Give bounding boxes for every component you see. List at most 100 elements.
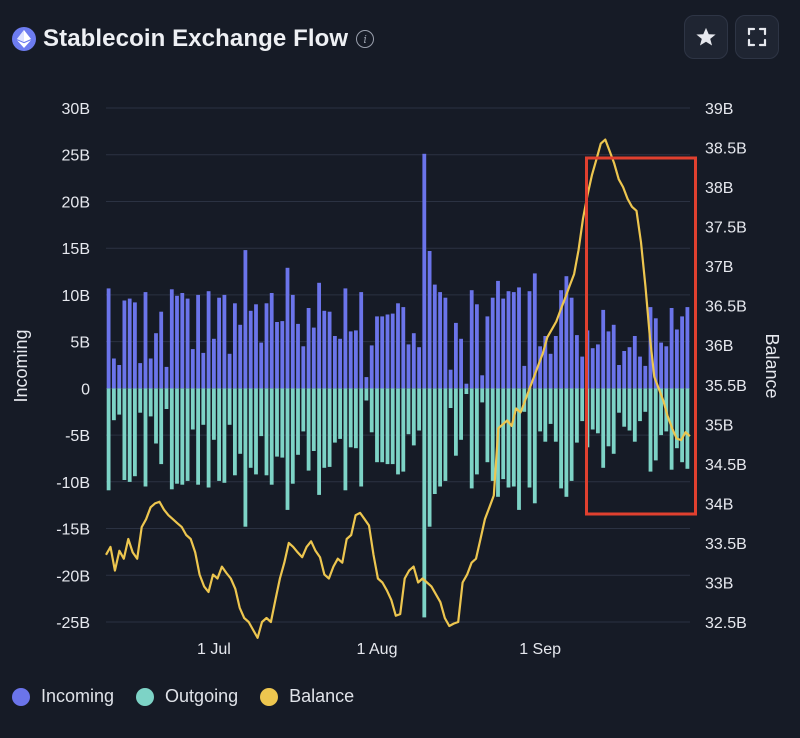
outgoing-bar [527, 388, 532, 488]
x-tick-label: 1 Sep [519, 641, 561, 658]
outgoing-bar [543, 388, 548, 442]
outgoing-bar [254, 388, 258, 475]
incoming-bar [496, 280, 500, 389]
incoming-bar [322, 310, 327, 389]
outgoing-bar [380, 388, 385, 463]
fullscreen-button[interactable] [735, 15, 779, 59]
outgoing-bar [553, 388, 558, 442]
incoming-bar [190, 349, 195, 389]
left-tick-label: -15B [56, 522, 90, 539]
incoming-bar [511, 292, 516, 389]
legend-label-outgoing: Outgoing [165, 686, 239, 706]
outgoing-bar [432, 388, 437, 494]
legend-item-incoming[interactable]: Incoming [12, 686, 114, 707]
legend-item-balance[interactable]: Balance [260, 686, 354, 707]
outgoing-bar [517, 388, 521, 510]
incoming-bar [354, 330, 358, 389]
outgoing-bar [685, 388, 690, 469]
incoming-bar [169, 289, 174, 389]
incoming-bar [259, 342, 264, 389]
outgoing-bar [611, 388, 616, 454]
outgoing-bar [385, 388, 390, 465]
incoming-bar [406, 344, 411, 389]
outgoing-bar [233, 388, 237, 476]
right-tick-label: 37.5B [705, 220, 747, 237]
outgoing-bar [180, 388, 185, 485]
right-tick-label: 39B [705, 101, 733, 118]
outgoing-bar [164, 388, 169, 409]
left-tick-label: 30B [62, 101, 90, 118]
outgoing-bar [375, 388, 379, 463]
outgoing-bar [206, 388, 211, 488]
outgoing-bar [138, 388, 143, 413]
incoming-bar [401, 307, 406, 389]
outgoing-bar [617, 388, 621, 413]
incoming-bar [580, 356, 585, 389]
outgoing-bar [354, 388, 358, 449]
incoming-bar [596, 344, 600, 389]
outgoing-bar [117, 388, 122, 415]
legend-swatch-outgoing [136, 687, 155, 706]
left-axis-ticks: 30B 25B 20B 15B 10B 5B 0 -5B -10B -15B -20B -25B [56, 101, 90, 632]
incoming-bar [380, 316, 385, 389]
left-tick-label: 10B [62, 288, 90, 305]
outgoing-bar [285, 388, 290, 510]
legend-swatch-balance [260, 687, 279, 706]
outgoing-bar [280, 388, 285, 458]
incoming-bar [564, 276, 569, 389]
right-axis-ticks: 39B 38.5B 38B 37.5B 37B 36.5B 36B 35.5B 35B 34.5B… [705, 101, 747, 632]
right-tick-label: 34B [705, 496, 733, 513]
outgoing-bar [590, 388, 595, 430]
right-tick-label: 38B [705, 180, 733, 197]
outgoing-bar [269, 388, 274, 485]
outgoing-bar [532, 388, 537, 504]
incoming-bar [196, 294, 200, 389]
legend-swatch-incoming [12, 687, 30, 706]
outgoing-bar [438, 388, 442, 487]
outgoing-bar [417, 388, 421, 431]
outgoing-bar [259, 388, 264, 437]
outgoing-bar [469, 388, 474, 489]
outgoing-bar [422, 388, 427, 618]
left-tick-label: -5B [65, 428, 90, 445]
incoming-bar [317, 282, 321, 389]
outgoing-bar [448, 388, 453, 408]
left-tick-label: -10B [56, 475, 90, 492]
incoming-bar [296, 323, 300, 389]
outgoing-bar [559, 388, 563, 489]
incoming-bar [664, 346, 669, 389]
incoming-bar [464, 383, 469, 389]
outgoing-bar [338, 388, 342, 439]
outgoing-bar [148, 388, 153, 417]
outgoing-bar [511, 388, 516, 487]
incoming-bar [569, 297, 574, 389]
incoming-bar [559, 290, 563, 389]
outgoing-bar [464, 388, 469, 394]
outgoing-bar [475, 388, 479, 475]
info-icon[interactable]: i [356, 30, 375, 48]
outgoing-bar [333, 388, 337, 443]
incoming-bar [364, 377, 369, 389]
right-tick-label: 32.5B [705, 615, 747, 632]
incoming-bar [396, 303, 400, 389]
incoming-bar [348, 331, 353, 389]
incoming-bar [254, 304, 258, 389]
outgoing-bar [638, 388, 642, 422]
incoming-bar [617, 365, 621, 389]
incoming-bar [606, 331, 611, 389]
legend-item-outgoing[interactable]: Outgoing [136, 686, 238, 707]
incoming-bar [548, 353, 553, 389]
incoming-bar [448, 369, 453, 389]
favorite-button[interactable] [684, 15, 728, 59]
incoming-bar [438, 292, 442, 389]
outgoing-bar [306, 388, 311, 471]
incoming-bar [264, 303, 269, 389]
incoming-bar [501, 298, 506, 389]
incoming-bar [112, 358, 116, 389]
outgoing-bar [322, 388, 327, 468]
incoming-bar [227, 353, 232, 389]
incoming-bar [159, 311, 164, 389]
outgoing-bar [201, 388, 206, 425]
outgoing-bar [627, 388, 632, 431]
